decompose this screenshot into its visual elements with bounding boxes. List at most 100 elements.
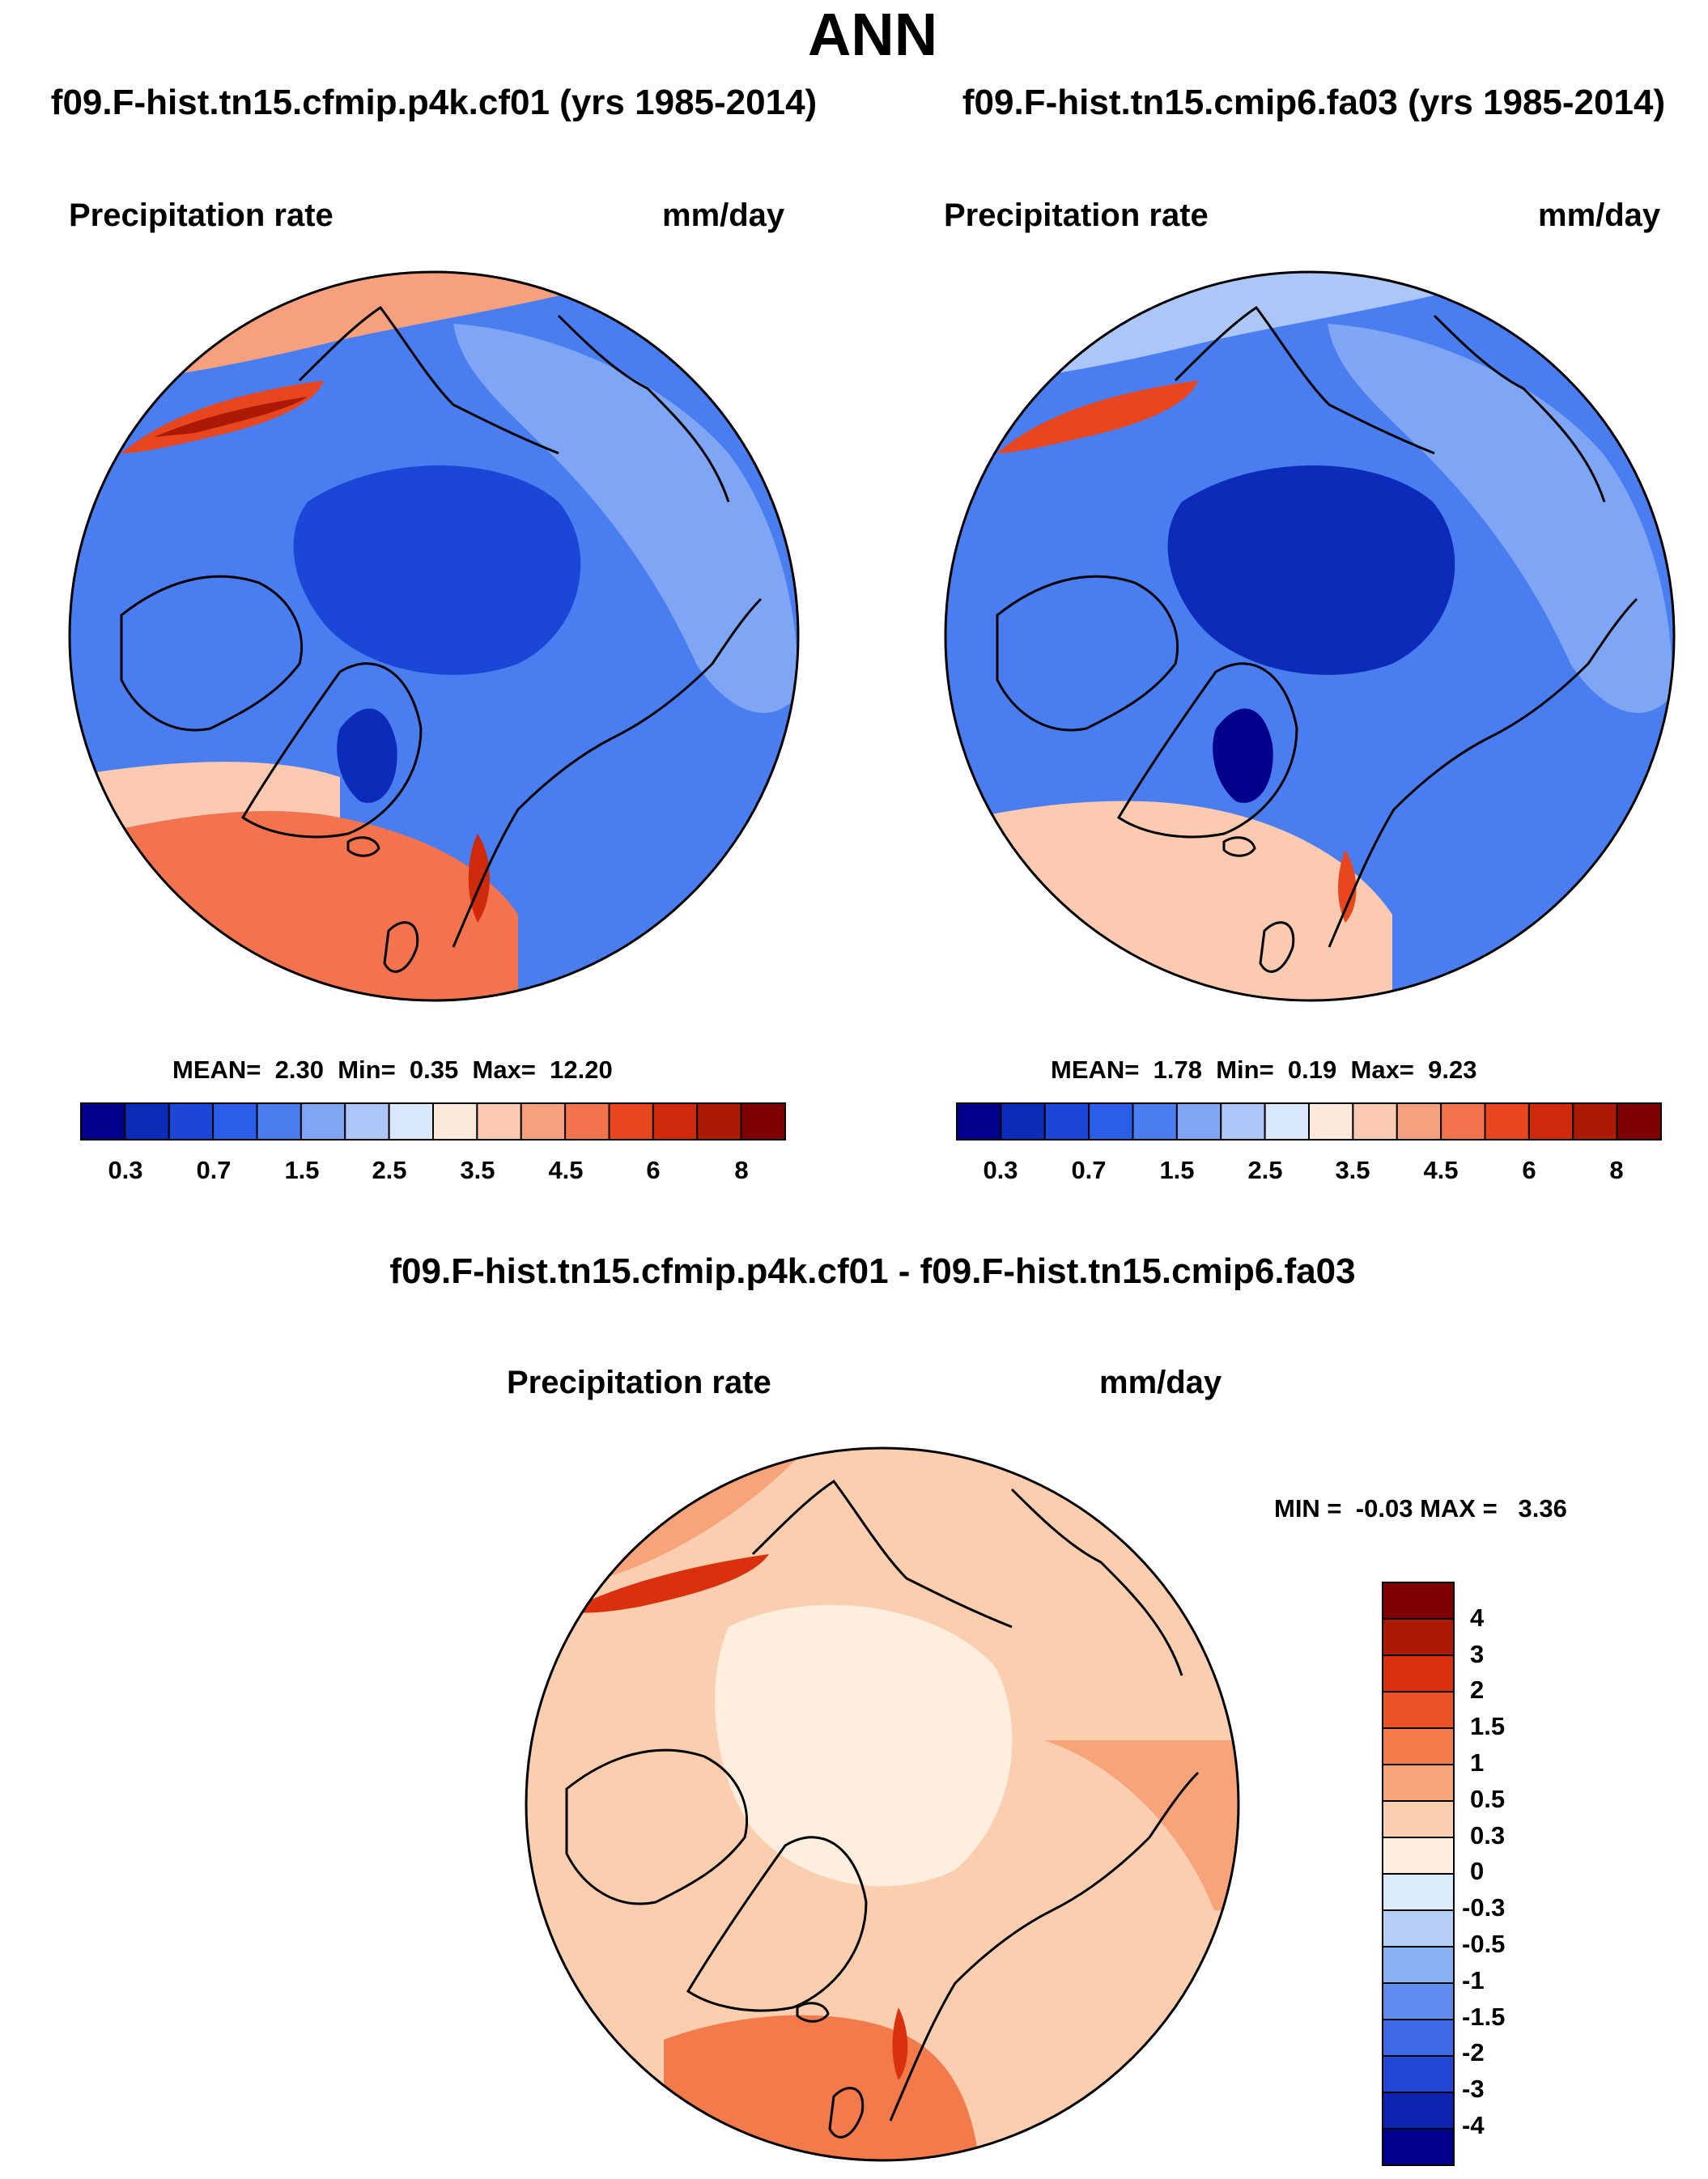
- panel2-map: [945, 272, 1674, 1000]
- panel1-field-core: [293, 465, 581, 675]
- diff-min-label: MIN =: [1274, 1494, 1342, 1523]
- panel2-stats: MEAN= 1.78 Min= 0.19 Max= 9.23: [1051, 1056, 1477, 1085]
- panel1-stats: MEAN= 2.30 Min= 0.35 Max= 12.20: [172, 1056, 613, 1085]
- diff-tick: -4: [1462, 2111, 1485, 2139]
- panel2-colorbar-box: [1440, 1102, 1486, 1140]
- panel2-colorbar-box: [1396, 1102, 1442, 1140]
- panel2-tick: 1.5: [1159, 1156, 1195, 1184]
- panel1-colorbar-box: [740, 1102, 786, 1140]
- panel2-tick: 6: [1522, 1156, 1536, 1184]
- panel1-colorbar-box: [388, 1102, 434, 1140]
- panel2-field-core: [1167, 465, 1455, 675]
- panel1-colorbar-box: [168, 1102, 215, 1140]
- panel1-tick: 3.5: [460, 1156, 495, 1184]
- diff-tick: -2: [1462, 2038, 1485, 2066]
- diff-map-border: [525, 1446, 1240, 2162]
- diff-coast-uk: [828, 2087, 865, 2139]
- diff-colorbar-box: [1382, 1654, 1455, 1693]
- panel2-max-value: 9.23: [1428, 1056, 1477, 1084]
- panel2-variable-label: Precipitation rate: [944, 198, 1209, 233]
- diff-coast-iceland: [796, 2002, 830, 2023]
- panel1-colorbar-box: [432, 1102, 478, 1140]
- panel2-tick: 4.5: [1423, 1156, 1459, 1184]
- panel1-tick: 4.5: [548, 1156, 584, 1184]
- diff-field-norway: [892, 2007, 908, 2080]
- panel1-mean-value: 2.30: [274, 1056, 324, 1084]
- diff-tick: 1.5: [1470, 1712, 1506, 1740]
- panel1-field-atlantic-light: [70, 762, 340, 842]
- panel1-colorbar-box: [652, 1102, 699, 1140]
- panel2-tick: 2.5: [1247, 1156, 1283, 1184]
- diff-coast-eurasia: [889, 1771, 1200, 2122]
- panel1-colorbar-box: [300, 1102, 346, 1140]
- panel2-coast-alaska: [1174, 305, 1435, 455]
- panel2-field-light-ring: [1328, 324, 1672, 713]
- diff-tick: -0.5: [1462, 1930, 1506, 1958]
- panel2-colorbar-box: [956, 1102, 1002, 1140]
- diff-colorbar-box: [1382, 2019, 1455, 2057]
- diff-colorbar-box: [1382, 1837, 1455, 1875]
- diff-coast-siberia: [1010, 1488, 1183, 1676]
- diff-field-east: [1044, 1740, 1239, 1910]
- case-title-left: f09.F-hist.tn15.cfmip.p4k.cf01 (yrs 1985…: [50, 83, 818, 122]
- panel2-colorbar-box: [1484, 1102, 1530, 1140]
- panel1-colorbar-box: [124, 1102, 170, 1140]
- panel2-field-pacific-jet: [997, 380, 1198, 453]
- diff-min-value: -0.03: [1355, 1494, 1413, 1523]
- panel2-colorbar-box: [1527, 1102, 1574, 1140]
- panel2-mean-label: MEAN=: [1051, 1056, 1140, 1084]
- diff-max-label: MAX =: [1420, 1494, 1498, 1523]
- panel1-tick: 6: [646, 1156, 661, 1184]
- panel2-field-greenland: [1213, 708, 1273, 803]
- diff-stats: MIN = -0.03 MAX = 3.36: [1274, 1494, 1567, 1523]
- panel1-tick: 0.3: [108, 1156, 143, 1184]
- panel1-tick: 0.7: [196, 1156, 232, 1184]
- panel2-coast-canada: [996, 575, 1179, 732]
- panel1-field-pacific-core: [154, 397, 308, 437]
- panel2-mean-value: 1.78: [1153, 1056, 1202, 1084]
- diff-colorbar-box: [1382, 1582, 1455, 1620]
- diff-tick: -1.5: [1462, 2003, 1506, 2031]
- diff-tick: -1: [1462, 1966, 1485, 1994]
- panel2-coast-iceland: [1222, 836, 1256, 857]
- panel2-colorbar-box: [1308, 1102, 1354, 1140]
- panel1-units-label: mm/day: [662, 198, 785, 233]
- diff-colorbar-box: [1382, 1909, 1455, 1948]
- panel2-colorbar-box: [1352, 1102, 1398, 1140]
- diff-colorbar-box: [1382, 2128, 1455, 2166]
- diff-colorbar-box: [1382, 1873, 1455, 1911]
- panel1-tick: 1.5: [284, 1156, 320, 1184]
- panel1-colorbar-box: [212, 1102, 258, 1140]
- panel1-min-label: Min=: [338, 1056, 396, 1084]
- diff-colorbar-box: [1382, 2092, 1455, 2130]
- diff-tick: 0.5: [1470, 1785, 1506, 1813]
- panel1-coast-eurasia: [452, 597, 763, 948]
- panel2-colorbar-box: [1132, 1102, 1178, 1140]
- panel2-colorbar-box: [1264, 1102, 1310, 1140]
- diff-tick: 0.3: [1470, 1821, 1506, 1850]
- case-title-right: f09.F-hist.tn15.cmip6.fa03 (yrs 1985-201…: [962, 83, 1666, 122]
- panel1-field-greenland: [337, 708, 397, 803]
- diff-tick: 3: [1470, 1640, 1485, 1668]
- panel2-colorbar-box: [1000, 1102, 1046, 1140]
- diff-coast-greenland: [686, 1836, 868, 2012]
- panel1-coast-canada: [120, 575, 304, 732]
- panel2-map-border: [944, 270, 1676, 1002]
- diff-colorbar-box: [1382, 1800, 1455, 1838]
- diff-tick: 1: [1470, 1748, 1485, 1777]
- panel2-coast-greenland: [1116, 662, 1298, 839]
- panel1-colorbar-box: [256, 1102, 302, 1140]
- diff-tick: 0: [1470, 1857, 1485, 1885]
- diff-field-center: [715, 1604, 1013, 1887]
- panel1-variable-label: Precipitation rate: [69, 198, 334, 233]
- panel2-coast-eurasia: [1328, 597, 1638, 948]
- panel2-tick: 3.5: [1335, 1156, 1370, 1184]
- diff-tick: 4: [1470, 1603, 1485, 1632]
- diff-tick: -0.3: [1462, 1893, 1506, 1922]
- panel1-coast-iceland: [346, 836, 380, 857]
- diff-max-value: 3.36: [1518, 1494, 1567, 1523]
- panel1-colorbar-box: [696, 1102, 742, 1140]
- diff-coast-alaska: [751, 1479, 1013, 1629]
- panel2-min-label: Min=: [1216, 1056, 1274, 1084]
